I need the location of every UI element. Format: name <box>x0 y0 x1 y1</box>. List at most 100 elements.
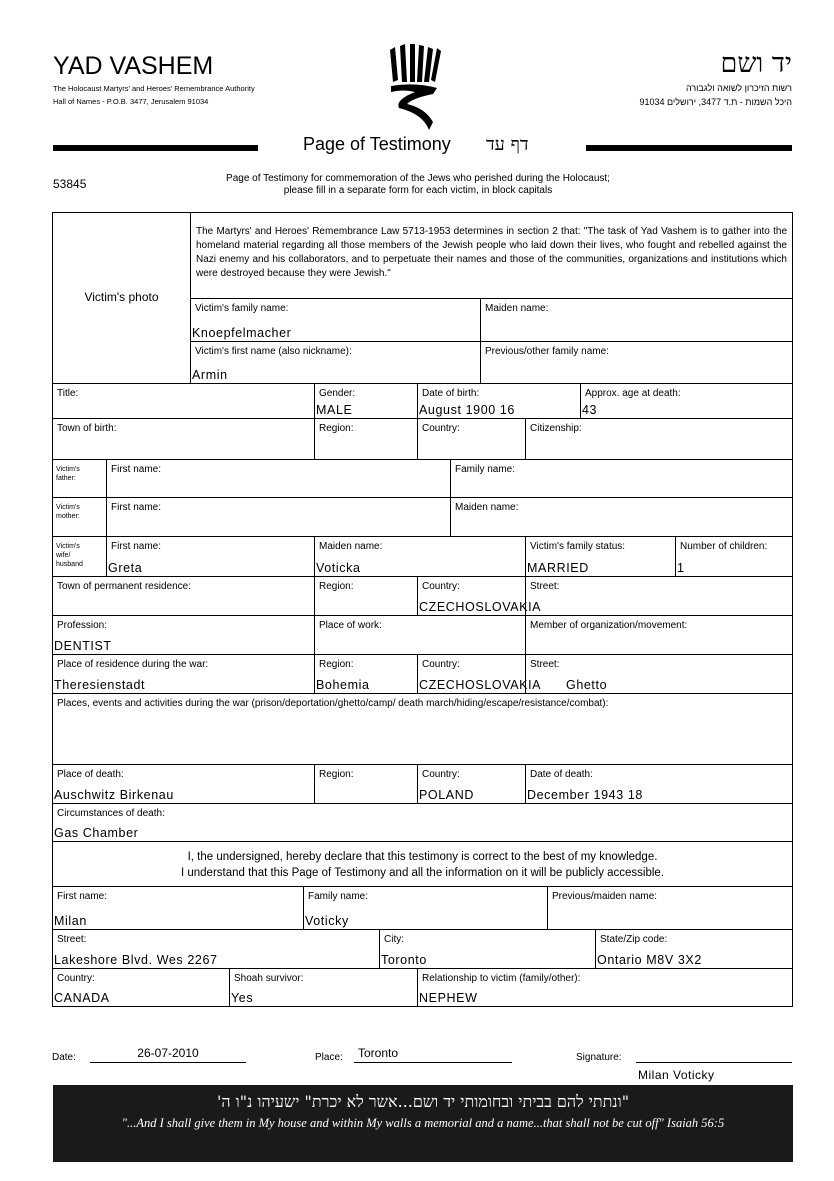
family-status-field[interactable]: Victim's family status: MARRIED <box>525 536 676 577</box>
war-residence-town-value[interactable]: Theresienstadt <box>54 678 146 692</box>
submitter-country-field[interactable]: Country: CANADA <box>52 968 230 1007</box>
mother-first-name-field[interactable]: First name: <box>106 497 451 537</box>
permanent-residence-region-label: Region: <box>319 581 354 592</box>
victim-title-field[interactable]: Title: <box>52 383 315 419</box>
family-status-label: Victim's family status: <box>530 541 626 552</box>
victim-gender-value[interactable]: MALE <box>316 403 353 417</box>
signature-line[interactable] <box>636 1062 792 1063</box>
mother-row-label-text: Victim's mother: <box>56 504 80 520</box>
spouse-first-name-value[interactable]: Greta <box>108 561 143 575</box>
father-family-name-label: Family name: <box>455 464 516 475</box>
war-events-label: Places, events and activities during the… <box>57 698 609 709</box>
war-residence-country-field[interactable]: Country: CZECHOSLOVAKIA <box>417 654 540 694</box>
number-of-children-label: Number of children: <box>680 541 768 552</box>
organization-membership-field[interactable]: Member of organization/movement: <box>525 615 793 655</box>
country-of-birth-field[interactable]: Country: <box>417 418 526 460</box>
victim-maiden-name-label: Maiden name: <box>485 303 549 314</box>
father-first-name-field[interactable]: First name: <box>106 459 451 498</box>
shoah-survivor-value[interactable]: Yes <box>231 991 254 1005</box>
place-label: Place: <box>315 1052 343 1063</box>
citizenship-field[interactable]: Citizenship: <box>525 418 793 460</box>
mother-maiden-name-field[interactable]: Maiden name: <box>450 497 793 537</box>
submitter-state-zip-value[interactable]: Ontario M8V 3X2 <box>597 953 702 967</box>
submitter-country-value[interactable]: CANADA <box>54 991 110 1005</box>
victim-gender-field[interactable]: Gender: MALE <box>314 383 418 419</box>
place-of-work-field[interactable]: Place of work: <box>314 615 526 655</box>
permanent-residence-town-field[interactable]: Town of permanent residence: <box>52 576 315 616</box>
relationship-to-victim-value[interactable]: NEPHEW <box>419 991 478 1005</box>
submitter-city-value[interactable]: Toronto <box>381 953 427 967</box>
number-of-children-field[interactable]: Number of children: 1 <box>675 536 793 577</box>
victim-age-at-death-label: Approx. age at death: <box>585 388 681 399</box>
place-value[interactable]: Toronto <box>358 1046 399 1060</box>
victim-maiden-name-field[interactable]: Maiden name: <box>480 298 793 342</box>
spouse-row-label: Victim's wife/ husband <box>52 536 107 577</box>
shoah-survivor-label: Shoah survivor: <box>234 973 304 984</box>
war-residence-town-field[interactable]: Place of residence during the war: Theres… <box>52 654 315 694</box>
number-of-children-value[interactable]: 1 <box>677 561 685 575</box>
victim-photo-box[interactable]: Victim's photo <box>52 212 191 384</box>
date-of-death-field[interactable]: Date of death: December 1943 18 <box>525 764 793 804</box>
victim-age-at-death-field[interactable]: Approx. age at death: 43 <box>580 383 793 419</box>
submitter-family-name-value[interactable]: Voticky <box>305 914 349 928</box>
war-events-field[interactable]: Places, events and activities during the… <box>52 693 793 765</box>
submitter-city-field[interactable]: City: Toronto <box>379 929 596 969</box>
permanent-residence-country-value[interactable]: CZECHOSLOVAKIA <box>419 600 542 614</box>
war-residence-region-value[interactable]: Bohemia <box>316 678 370 692</box>
victim-family-name-value[interactable]: Knoepfelmacher <box>192 326 292 340</box>
submitter-street-value[interactable]: Lakeshore Blvd. Wes 2267 <box>54 953 218 967</box>
family-status-value[interactable]: MARRIED <box>527 561 589 575</box>
profession-field[interactable]: Profession: DENTIST <box>52 615 315 655</box>
victim-age-at-death-value[interactable]: 43 <box>582 403 598 417</box>
submitter-previous-name-field[interactable]: Previous/maiden name: <box>547 886 793 930</box>
submitter-state-zip-field[interactable]: State/Zip code: Ontario M8V 3X2 <box>595 929 793 969</box>
profession-value[interactable]: DENTIST <box>54 639 112 653</box>
town-of-birth-field[interactable]: Town of birth: <box>52 418 315 460</box>
victim-first-name-field[interactable]: Victim's first name (also nickname): Armi… <box>190 341 481 384</box>
intro-line-1: Page of Testimony for commemoration of t… <box>226 173 610 184</box>
permanent-residence-region-field[interactable]: Region: <box>314 576 418 616</box>
place-of-death-value[interactable]: Auschwitz Birkenau <box>54 788 174 802</box>
region-of-birth-field[interactable]: Region: <box>314 418 418 460</box>
permanent-residence-country-field[interactable]: Country: CZECHOSLOVAKIA <box>417 576 540 616</box>
victim-previous-name-field[interactable]: Previous/other family name: <box>480 341 793 384</box>
war-residence-region-label: Region: <box>319 659 354 670</box>
father-first-name-label: First name: <box>111 464 162 475</box>
victim-date-of-birth-value[interactable]: August 1900 16 <box>419 403 515 417</box>
spouse-maiden-name-field[interactable]: Maiden name: Voticka <box>314 536 526 577</box>
victim-family-name-field[interactable]: Victim's family name: Knoepfelmacher <box>190 298 481 342</box>
circumstances-of-death-field[interactable]: Circumstances of death: Gas Chamber <box>52 803 793 842</box>
permanent-residence-town-label: Town of permanent residence: <box>57 581 191 592</box>
town-of-birth-label: Town of birth: <box>57 423 117 434</box>
war-residence-country-value[interactable]: CZECHOSLOVAKIA <box>419 678 542 692</box>
war-residence-street-label: Street: <box>530 659 560 670</box>
date-value[interactable]: 26-07-2010 <box>137 1046 199 1060</box>
victim-first-name-value[interactable]: Armin <box>192 368 228 382</box>
relationship-to-victim-field[interactable]: Relationship to victim (family/other): NE… <box>417 968 793 1007</box>
submitter-street-field[interactable]: Street: Lakeshore Blvd. Wes 2267 <box>52 929 380 969</box>
death-country-field[interactable]: Country: POLAND <box>417 764 526 804</box>
shoah-survivor-field[interactable]: Shoah survivor: Yes <box>229 968 418 1007</box>
death-region-field[interactable]: Region: <box>314 764 418 804</box>
permanent-residence-street-field[interactable]: Street: <box>525 576 793 616</box>
war-residence-street-value[interactable]: Ghetto <box>566 678 608 692</box>
victim-date-of-birth-field[interactable]: Date of birth: August 1900 16 <box>417 383 581 419</box>
spouse-row-label-text: Victim's wife/ husband <box>56 543 83 568</box>
spouse-first-name-field[interactable]: First name: Greta <box>106 536 315 577</box>
war-residence-region-field[interactable]: Region: Bohemia <box>314 654 418 694</box>
spouse-maiden-name-value[interactable]: Voticka <box>316 561 361 575</box>
father-family-name-field[interactable]: Family name: <box>450 459 793 498</box>
place-of-death-field[interactable]: Place of death: Auschwitz Birkenau <box>52 764 315 804</box>
submitter-first-name-value[interactable]: Milan <box>54 914 87 928</box>
submitter-family-name-field[interactable]: Family name: Voticky <box>303 886 548 930</box>
org-name: YAD VASHEM <box>53 52 214 80</box>
submitter-first-name-field[interactable]: First name: Milan <box>52 886 304 930</box>
place-of-work-label: Place of work: <box>319 620 382 631</box>
date-of-death-value[interactable]: December 1943 18 <box>527 788 643 802</box>
org-subtitle-hebrew: רשות הזיכרון לשואה ולגבורה <box>685 83 792 93</box>
death-country-value[interactable]: POLAND <box>419 788 475 802</box>
circumstances-of-death-value[interactable]: Gas Chamber <box>54 826 139 840</box>
signature-label: Signature: <box>576 1052 622 1063</box>
war-residence-street-field[interactable]: Street: Ghetto <box>525 654 793 694</box>
date-of-death-label: Date of death: <box>530 769 593 780</box>
